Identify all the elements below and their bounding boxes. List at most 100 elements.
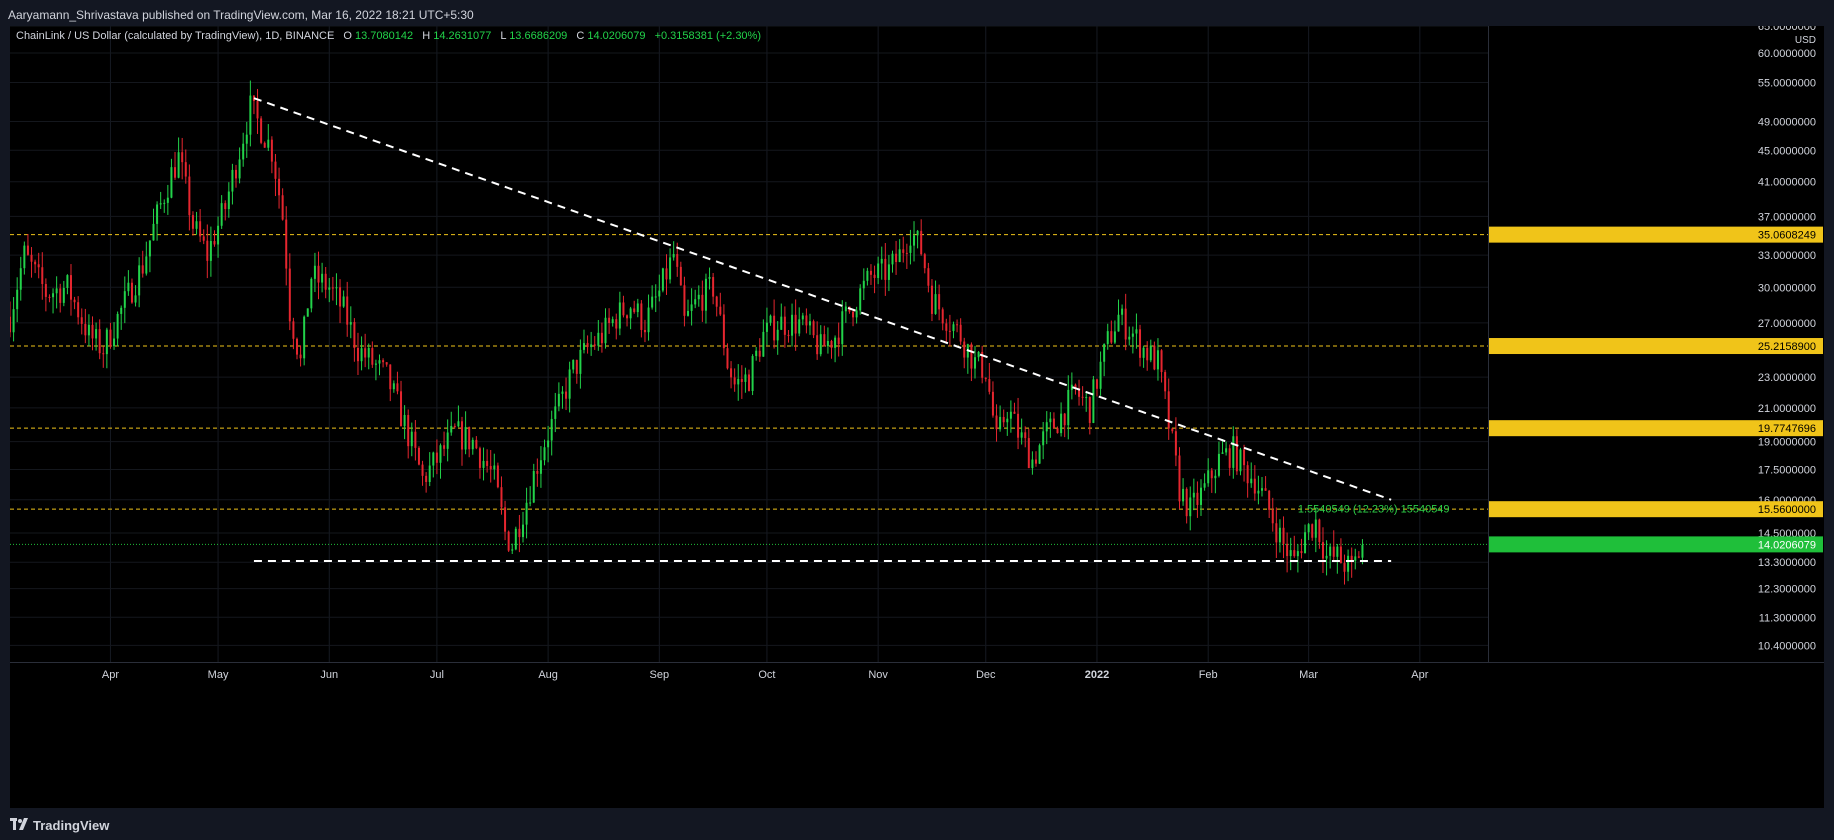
candle-body bbox=[873, 274, 876, 278]
candle-body bbox=[687, 310, 690, 316]
candle-body bbox=[1088, 397, 1091, 423]
candle-body bbox=[1117, 314, 1120, 332]
y-tick-label: 33.0000000 bbox=[1758, 250, 1816, 262]
candle-body bbox=[1304, 532, 1307, 554]
candle-body bbox=[1271, 509, 1274, 524]
candle-body bbox=[1002, 416, 1005, 423]
candle-body bbox=[468, 427, 471, 450]
candle-body bbox=[392, 383, 395, 390]
candle-body bbox=[715, 296, 718, 307]
candle-body bbox=[113, 338, 116, 347]
candle-body bbox=[615, 319, 618, 329]
candle-body bbox=[1095, 379, 1098, 389]
candle-body bbox=[572, 359, 575, 370]
candle-body bbox=[948, 330, 951, 332]
candle-body bbox=[651, 296, 654, 308]
candle-body bbox=[647, 307, 650, 333]
candle-body bbox=[1225, 448, 1228, 453]
candle-body bbox=[1185, 488, 1188, 517]
candle-body bbox=[267, 139, 270, 148]
candle-body bbox=[414, 431, 417, 448]
candle-body bbox=[794, 314, 797, 334]
candle-body bbox=[120, 307, 123, 314]
candle-body bbox=[425, 475, 428, 482]
y-tick-label: 21.0000000 bbox=[1758, 403, 1816, 415]
candle-body bbox=[758, 350, 761, 357]
y-tick-label: 13.3000000 bbox=[1758, 557, 1816, 569]
candle-body bbox=[1085, 397, 1088, 399]
candle-body bbox=[1160, 350, 1163, 373]
y-tick-label: 65.0000000 bbox=[1758, 26, 1816, 33]
candle-body bbox=[77, 302, 80, 318]
candle-body bbox=[335, 287, 338, 289]
candle-body bbox=[421, 464, 424, 476]
candle-body bbox=[913, 235, 916, 246]
candle-body bbox=[956, 324, 959, 326]
y-tick-label: 41.0000000 bbox=[1758, 177, 1816, 189]
x-tick-label: Sep bbox=[650, 669, 670, 681]
candle-body bbox=[561, 391, 564, 394]
candle-body bbox=[1321, 542, 1324, 559]
candle-body bbox=[604, 317, 607, 344]
candle-body bbox=[1214, 475, 1217, 479]
candle-body bbox=[317, 265, 320, 283]
candle-body bbox=[245, 134, 248, 144]
candle-body bbox=[694, 299, 697, 305]
candle-body bbox=[1164, 372, 1167, 392]
chart-svg[interactable]: 1.5540549 (12.23%) 15540549 Apr May Jun Jul… bbox=[10, 26, 1824, 808]
candle-body bbox=[679, 266, 682, 286]
candle-body bbox=[927, 268, 930, 286]
candle-body bbox=[1217, 453, 1220, 476]
dashed-trendline bbox=[253, 97, 1392, 501]
candle-body bbox=[364, 348, 367, 358]
candle-body bbox=[1260, 488, 1263, 491]
candle-body bbox=[819, 334, 822, 355]
candle-body bbox=[884, 258, 887, 280]
candle-body bbox=[737, 378, 740, 385]
candle-body bbox=[697, 294, 700, 300]
candle-body bbox=[342, 296, 345, 307]
candle-body bbox=[593, 344, 596, 346]
candle-body bbox=[339, 287, 342, 307]
measurement: 1.5540549 (12.23%) 15540549 bbox=[1298, 503, 1450, 515]
candle-body bbox=[435, 452, 438, 463]
x-tick-label: Feb bbox=[1199, 669, 1218, 681]
candle-body bbox=[385, 362, 388, 365]
candle-body bbox=[1049, 418, 1052, 423]
candle-body bbox=[184, 162, 187, 177]
candle-body bbox=[1135, 329, 1138, 334]
legend-symbol: ChainLink / US Dollar (calculated by Tra… bbox=[16, 30, 334, 42]
chart-frame: 1.5540549 (12.23%) 15540549 Apr May Jun Jul… bbox=[10, 26, 1824, 808]
candle-body bbox=[1167, 391, 1170, 429]
ohlc-legend: ChainLink / US Dollar (calculated by Tra… bbox=[16, 30, 761, 42]
candle-body bbox=[44, 284, 47, 297]
candle-body bbox=[1250, 478, 1253, 484]
candle-body bbox=[1300, 551, 1303, 554]
level-price-tag bbox=[1489, 226, 1823, 243]
y-gridlines bbox=[10, 26, 1488, 646]
candle-body bbox=[285, 219, 288, 269]
candle-body bbox=[812, 321, 815, 336]
candle-body bbox=[665, 268, 668, 280]
candle-body bbox=[1235, 436, 1238, 472]
candle-body bbox=[633, 308, 636, 313]
candle-body bbox=[536, 470, 539, 474]
candle-body bbox=[1070, 384, 1073, 390]
legend-o-value: 13.7080142 bbox=[355, 30, 413, 42]
candle-body bbox=[719, 306, 722, 315]
candle-body bbox=[313, 265, 316, 279]
candle-body bbox=[514, 528, 517, 550]
candle-body bbox=[780, 316, 783, 330]
candle-body bbox=[1264, 488, 1267, 491]
candle-body bbox=[66, 275, 69, 288]
candle-body bbox=[855, 310, 858, 318]
candle-body bbox=[776, 329, 779, 341]
candle-body bbox=[629, 308, 632, 319]
candle-body bbox=[1081, 396, 1084, 398]
last-price-label: 14.0206079 bbox=[1758, 539, 1816, 551]
legend-o-label: O bbox=[343, 30, 352, 42]
candle-body bbox=[389, 364, 392, 390]
candle-body bbox=[611, 319, 614, 324]
candle-body bbox=[1196, 492, 1199, 505]
candle-body bbox=[109, 329, 112, 347]
